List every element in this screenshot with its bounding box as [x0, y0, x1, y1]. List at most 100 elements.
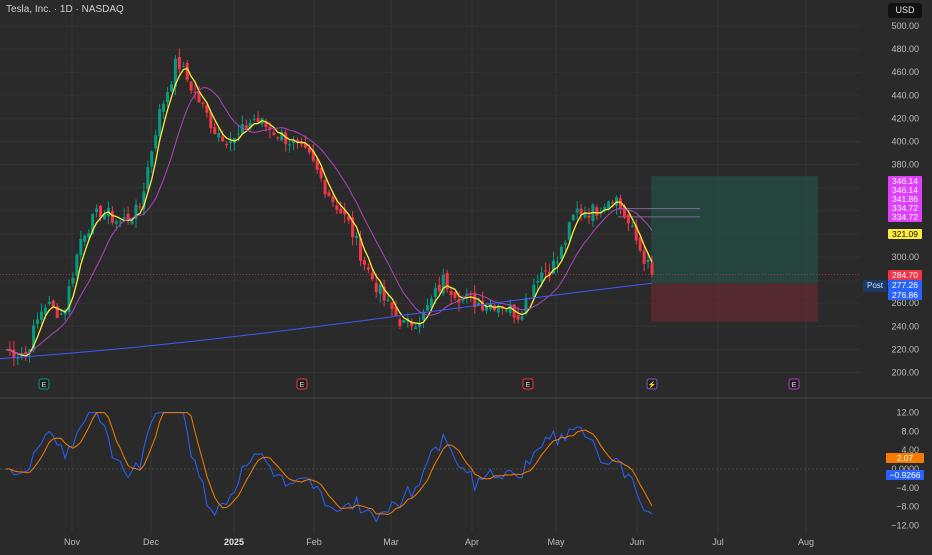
candle — [83, 235, 87, 242]
event-label: E — [300, 382, 305, 389]
candle — [362, 260, 366, 265]
earnings-event-marker[interactable]: E — [522, 378, 534, 390]
candle — [268, 126, 272, 130]
candle — [319, 167, 323, 179]
candle — [414, 327, 418, 329]
candle — [343, 209, 347, 215]
osc-tick-label: −12.00 — [891, 520, 919, 530]
candle — [292, 139, 296, 144]
candle — [12, 349, 16, 359]
candle — [481, 300, 485, 311]
osc-tag: −0.9266 — [886, 470, 924, 480]
candle — [485, 306, 489, 311]
price-tick-label: 380.00 — [891, 160, 919, 170]
price-tag-bg — [888, 212, 922, 222]
price-tick-label: 480.00 — [891, 44, 919, 54]
candle — [642, 250, 646, 264]
candle — [465, 293, 469, 296]
candle — [205, 105, 209, 113]
price-tick-label: 460.00 — [891, 67, 919, 77]
candle — [315, 159, 319, 170]
currency-button[interactable]: USD — [888, 3, 922, 18]
chart-title: Tesla, Inc. · 1D · NASDAQ — [6, 4, 124, 15]
event-icon — [788, 378, 800, 390]
price-tag-label: 284.70 — [892, 270, 918, 280]
candle — [575, 208, 579, 213]
osc-tag-bg — [886, 470, 924, 480]
candle — [516, 315, 520, 320]
osc-tag-label: −0.9266 — [890, 470, 921, 480]
time-tick-label: Aug — [798, 537, 814, 547]
candle — [587, 215, 591, 218]
earnings-event-marker[interactable]: E — [38, 378, 50, 390]
candle — [311, 150, 315, 161]
candle — [91, 213, 95, 235]
candle — [307, 147, 311, 153]
price-tag: 284.70 — [888, 270, 922, 280]
time-tick-label: Mar — [383, 537, 399, 547]
candle — [382, 286, 386, 301]
price-tag-bg — [888, 194, 922, 204]
post-market-label: Post — [863, 280, 887, 292]
candle — [449, 290, 453, 295]
price-tag: 334.72 — [888, 203, 922, 213]
candle — [611, 202, 615, 204]
candle — [327, 192, 331, 197]
osc-tick-label: 12.00 — [896, 408, 919, 418]
candle — [244, 125, 248, 130]
candle — [43, 307, 47, 315]
candle — [548, 271, 552, 276]
candle — [173, 58, 177, 87]
candle — [229, 140, 233, 144]
earnings-event-marker[interactable]: ⚡ — [646, 378, 658, 390]
candle — [217, 133, 221, 138]
candle — [142, 191, 146, 210]
candle — [520, 316, 524, 320]
candle — [552, 260, 556, 274]
candle — [134, 204, 138, 219]
candle — [634, 225, 638, 241]
osc-tick-label: −8.00 — [896, 502, 919, 512]
price-tag: 346.14 — [888, 185, 922, 195]
candle — [272, 132, 276, 135]
price-tick-label: 420.00 — [891, 113, 919, 123]
price-tag-bg — [888, 176, 922, 186]
candle — [563, 242, 567, 245]
candle — [110, 211, 114, 223]
event-icon — [38, 378, 50, 390]
candle — [366, 267, 370, 270]
candle — [351, 217, 355, 238]
candle — [626, 214, 630, 224]
candle — [166, 91, 169, 103]
candle — [87, 233, 91, 238]
candle — [390, 302, 394, 310]
event-label: E — [792, 382, 797, 389]
candle — [418, 323, 422, 328]
earnings-event-marker[interactable]: E — [296, 378, 308, 390]
candle — [410, 320, 414, 327]
candle — [79, 239, 83, 256]
candle — [252, 119, 256, 121]
price-tick-label: 400.00 — [891, 137, 919, 147]
candle — [544, 270, 548, 272]
price-tick-label: 200.00 — [891, 368, 919, 378]
price-tick-label: 260.00 — [891, 298, 919, 308]
price-tag: 346.14 — [888, 176, 922, 186]
candle — [256, 117, 260, 123]
candle — [264, 121, 268, 128]
candle — [213, 127, 217, 134]
candle — [55, 306, 59, 319]
osc-slow-line — [6, 412, 653, 516]
candle — [189, 81, 193, 91]
earnings-event-marker[interactable]: E — [788, 378, 800, 390]
candle — [299, 143, 303, 145]
event-icon — [522, 378, 534, 390]
candle — [39, 311, 43, 320]
candle — [473, 292, 477, 308]
price-tag: 321.09 — [888, 229, 922, 239]
price-tag-bg — [888, 290, 922, 300]
osc-tag-label: 2.07 — [897, 453, 914, 463]
candle — [331, 196, 335, 202]
position-target-zone — [651, 176, 818, 284]
